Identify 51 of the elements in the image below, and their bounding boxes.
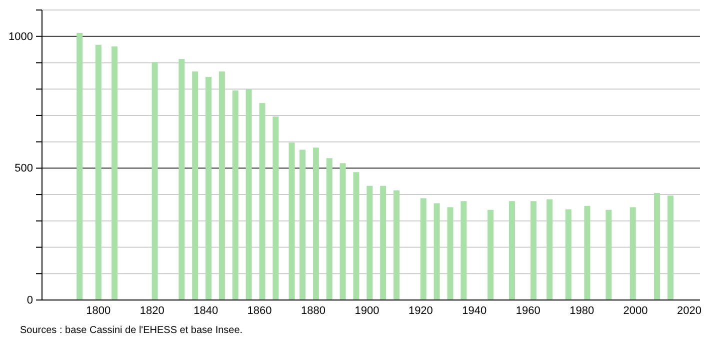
bar (300, 150, 306, 300)
bar (312, 148, 319, 300)
x-tick-label: 1900 (354, 304, 380, 317)
bar (353, 172, 360, 300)
bar (546, 199, 553, 300)
x-tick-label: 2000 (623, 304, 648, 317)
x-tick-label: 1820 (140, 304, 164, 317)
bar (326, 158, 332, 300)
bar (246, 89, 252, 300)
bar (152, 62, 158, 300)
bar (488, 210, 494, 300)
x-tick-label: 2020 (677, 304, 702, 317)
bar (447, 207, 454, 300)
bar (366, 186, 373, 300)
x-tick-label: 1920 (408, 304, 433, 317)
bar (530, 201, 536, 300)
bar (380, 186, 386, 300)
bar (95, 44, 102, 300)
bar (76, 32, 83, 300)
bar (394, 190, 400, 300)
x-tick-label: 1800 (86, 304, 111, 317)
source-note: Sources : base Cassini de l'EHESS et base Insee. (20, 325, 243, 336)
bar (460, 201, 467, 300)
bar (606, 210, 612, 300)
x-tick-label: 1880 (301, 304, 326, 317)
x-tick-label: 1860 (247, 304, 272, 317)
bar (509, 201, 515, 300)
x-tick-label: 1960 (516, 304, 540, 317)
bar (178, 59, 185, 300)
bar (565, 209, 572, 300)
bar (206, 76, 212, 300)
bar (667, 196, 674, 300)
bar (434, 203, 440, 300)
x-tick-label: 1980 (570, 304, 594, 317)
bar (654, 192, 660, 300)
bar (232, 90, 238, 300)
bar (259, 103, 266, 300)
bar (192, 71, 198, 300)
bar (584, 206, 590, 300)
y-tick-label: 1000 (8, 30, 33, 43)
bar (218, 71, 225, 300)
bar (340, 163, 346, 300)
x-tick-label: 1840 (194, 304, 218, 317)
bar (272, 116, 279, 300)
bar (630, 207, 636, 300)
y-tick-label: 500 (14, 162, 33, 175)
bar (112, 46, 118, 300)
x-tick-label: 1940 (462, 304, 487, 317)
bar (420, 198, 426, 300)
bar (288, 142, 295, 300)
y-tick-label: 0 (26, 294, 33, 307)
